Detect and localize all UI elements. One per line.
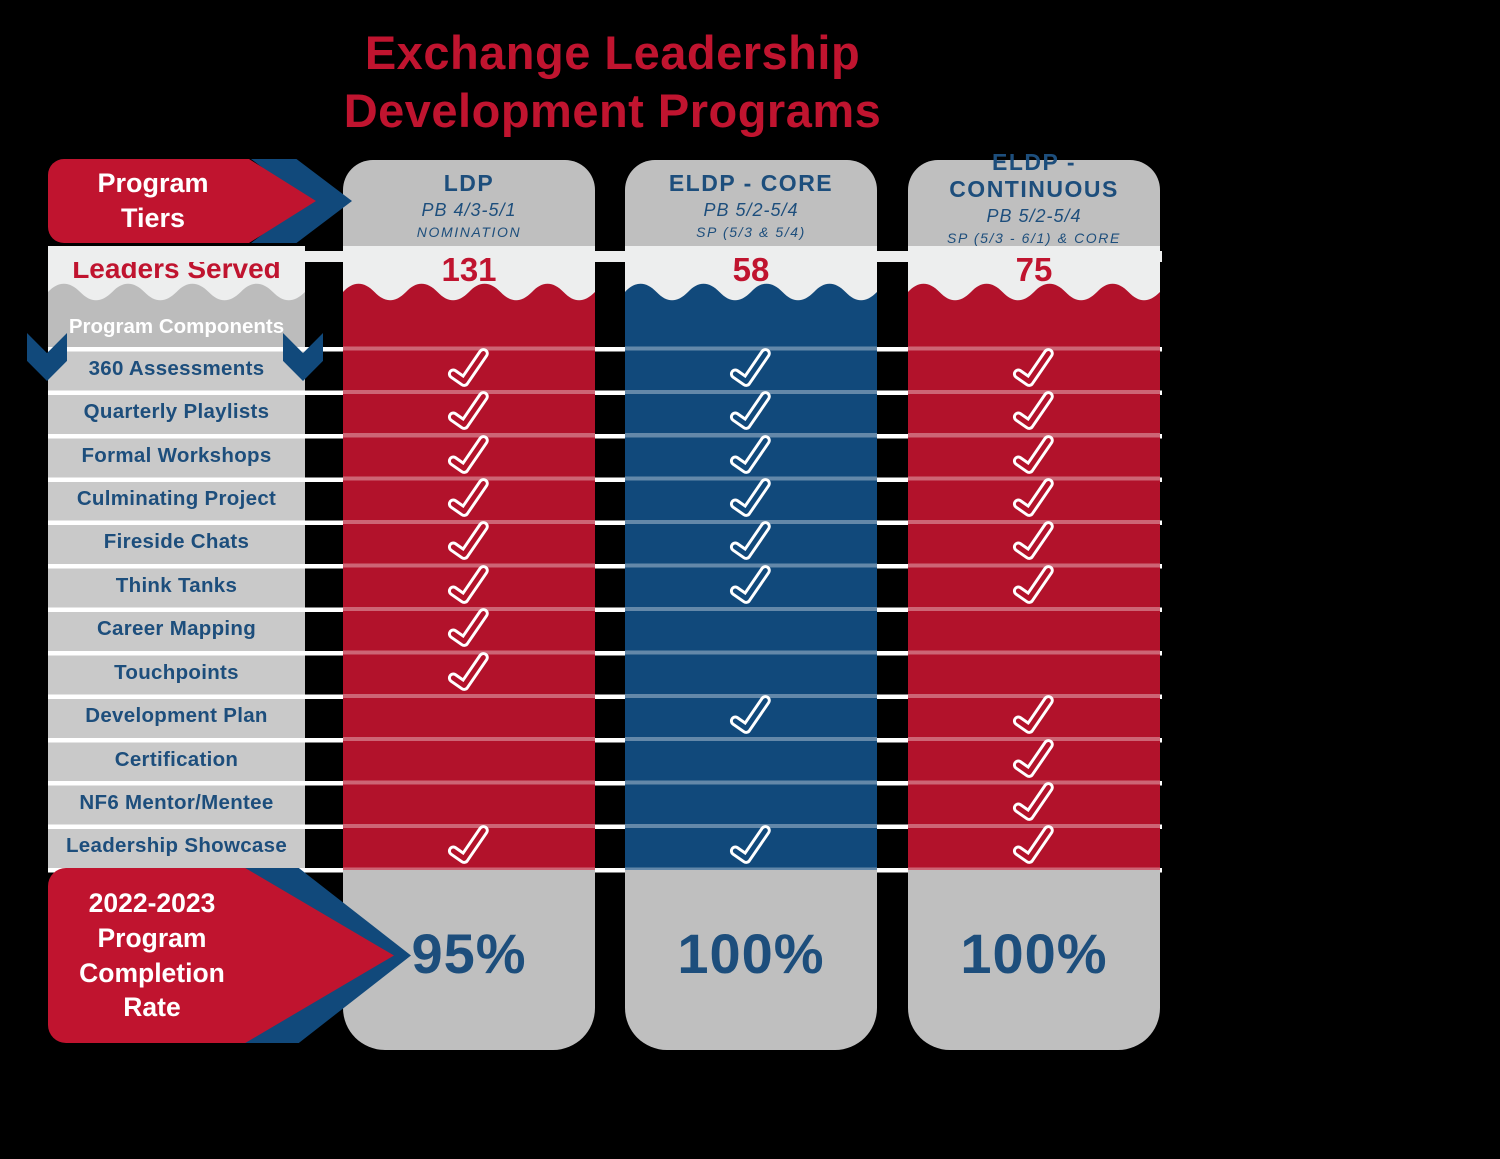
- completion-rate-label: 2022-2023 Program Completion Rate: [52, 868, 252, 1043]
- check-cell: [343, 738, 595, 781]
- completion-line3: Completion: [79, 957, 225, 988]
- column-wave-shape: [908, 283, 1160, 308]
- page-title: Exchange Leadership Development Programs: [255, 24, 970, 140]
- program-tiers-line1: Program: [97, 167, 209, 198]
- check-cell: [343, 347, 595, 390]
- check-cell: [625, 390, 877, 433]
- check-cell: [343, 434, 595, 477]
- check-cell: [908, 564, 1160, 607]
- check-cell: [625, 347, 877, 390]
- check-cell: [908, 651, 1160, 694]
- program-name: LDP: [443, 170, 495, 196]
- column-header: ELDP - CORE PB 5/2-5/4 SP (5/3 & 5/4): [625, 160, 877, 246]
- completion-rate-value: 95%: [411, 921, 527, 985]
- leaders-row-grid-line: [48, 251, 1162, 262]
- check-cell: [625, 694, 877, 737]
- check-cell: [908, 390, 1160, 433]
- program-schedule: PB 4/3-5/1: [421, 200, 517, 220]
- check-cell: [625, 521, 877, 564]
- check-cell: [625, 434, 877, 477]
- program-components-header: Program Components: [48, 307, 305, 347]
- completion-rate-value: 100%: [677, 921, 825, 985]
- program-tiers-banner: Program Tiers: [48, 159, 352, 243]
- check-cell: [908, 608, 1160, 651]
- check-cell: [908, 434, 1160, 477]
- completion-rate-banner: 2022-2023 Program Completion Rate: [48, 868, 411, 1043]
- completion-line1: 2022-2023: [88, 887, 216, 918]
- program-schedule: PB 5/2-5/4: [703, 200, 799, 220]
- program-name: ELDP - CONTINUOUS: [949, 148, 1119, 202]
- program-column-eldp-continuous: ELDP - CONTINUOUS PB 5/2-5/4 SP (5/3 - 6…: [908, 149, 1160, 1050]
- column-header: ELDP - CONTINUOUS PB 5/2-5/4 SP (5/3 - 6…: [908, 149, 1160, 262]
- column-wave-shape: [343, 283, 595, 308]
- check-cell: [343, 781, 595, 824]
- program-detail: SP (5/3 & 5/4): [696, 224, 806, 240]
- column-footer: 100%: [625, 870, 877, 1050]
- column-header: LDP PB 4/3-5/1 NOMINATION: [343, 160, 595, 246]
- column-footer: 100%: [908, 870, 1160, 1050]
- check-cell: [625, 651, 877, 694]
- check-cell: [908, 738, 1160, 781]
- check-cell: [343, 651, 595, 694]
- completion-line2: Program: [97, 922, 207, 953]
- program-schedule: PB 5/2-5/4: [986, 205, 1082, 226]
- check-cell: [343, 477, 595, 520]
- program-name: ELDP - CORE: [668, 170, 834, 196]
- check-cell: [343, 564, 595, 607]
- check-cell: [343, 608, 595, 651]
- check-cell: [908, 825, 1160, 868]
- program-column-ldp: LDP PB 4/3-5/1 NOMINATION 131 95%: [343, 160, 595, 1050]
- check-cell: [625, 564, 877, 607]
- program-tiers-label: Program Tiers: [48, 159, 258, 243]
- page-title-line1: Exchange Leadership: [364, 26, 861, 79]
- check-cell: [343, 521, 595, 564]
- program-tiers-line2: Tiers: [120, 203, 186, 233]
- check-cell: [343, 825, 595, 868]
- column-wave-shape: [625, 283, 877, 308]
- program-detail: NOMINATION: [416, 224, 522, 240]
- check-cell: [908, 477, 1160, 520]
- components-wave-shape: [48, 283, 305, 308]
- check-cell: [908, 694, 1160, 737]
- check-cell: [625, 781, 877, 824]
- check-cell: [343, 390, 595, 433]
- completion-rate-value: 100%: [960, 921, 1108, 985]
- check-cell: [625, 825, 877, 868]
- page-title-line2: Development Programs: [343, 83, 882, 137]
- check-cell: [625, 608, 877, 651]
- check-cell: [908, 521, 1160, 564]
- check-cell: [625, 477, 877, 520]
- completion-line4: Rate: [123, 992, 181, 1023]
- check-cell: [908, 781, 1160, 824]
- check-cell: [908, 347, 1160, 390]
- check-cell: [343, 694, 595, 737]
- check-cell: [625, 738, 877, 781]
- program-column-eldp-core: ELDP - CORE PB 5/2-5/4 SP (5/3 & 5/4) 58…: [625, 160, 877, 1050]
